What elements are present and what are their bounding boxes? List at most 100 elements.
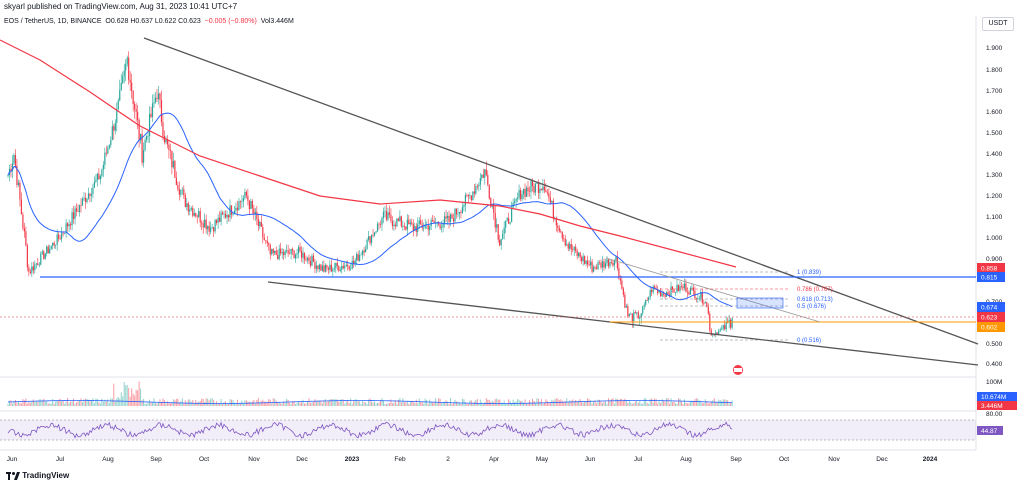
- symbol-name[interactable]: EOS / TetherUS, 1D, BINANCE: [4, 18, 102, 25]
- volume-bar: [49, 403, 51, 406]
- volume-bar: [335, 399, 337, 406]
- volume-bar: [116, 398, 118, 406]
- candle-body: [472, 191, 474, 201]
- volume-bar: [157, 402, 159, 406]
- candle-body: [114, 122, 116, 131]
- volume-bar: [669, 403, 671, 406]
- candle-body: [522, 188, 525, 195]
- candle-body: [455, 208, 458, 215]
- candle-body: [78, 205, 81, 213]
- volume-bar: [654, 398, 656, 406]
- volume-bar: [99, 403, 101, 406]
- volume-bar: [381, 398, 383, 406]
- candle-body: [370, 235, 373, 244]
- candle-body: [683, 283, 686, 289]
- candle-body: [382, 211, 385, 218]
- volume-bar: [582, 402, 584, 406]
- candle-body: [394, 224, 396, 227]
- tradingview-footer[interactable]: TradingView: [6, 471, 69, 480]
- x-tick-label: 2: [446, 456, 450, 463]
- candle-body: [293, 250, 295, 259]
- candle-body: [490, 198, 492, 207]
- volume-bar: [132, 393, 134, 406]
- fib-level-label: 0.786 (0.767): [797, 287, 833, 293]
- candle-body: [107, 147, 109, 154]
- candle-body: [335, 262, 337, 269]
- candle-body: [622, 288, 624, 295]
- candle-body: [402, 225, 404, 227]
- candle-body: [497, 224, 499, 240]
- volume-bar: [196, 402, 198, 406]
- tradingview-logo-icon: [6, 471, 20, 480]
- candle-body: [576, 250, 578, 257]
- volume-bar: [433, 402, 435, 406]
- candle-body: [163, 136, 166, 143]
- candle-body: [466, 194, 468, 196]
- volume-bar: [619, 398, 621, 406]
- candle-body: [145, 136, 148, 140]
- candle-body: [582, 256, 584, 262]
- candle-body: [153, 102, 155, 104]
- volume-bar: [123, 382, 125, 406]
- volume-bar: [676, 403, 678, 406]
- candle-body: [336, 262, 338, 266]
- candle-body: [168, 144, 170, 151]
- candle-body: [126, 57, 128, 65]
- y-tick-label: 1.900: [986, 45, 1003, 52]
- volume-bar: [86, 398, 88, 406]
- volume-bar: [351, 403, 353, 406]
- candle-body: [332, 269, 334, 272]
- candles: [7, 51, 733, 338]
- volume-bar: [187, 399, 189, 406]
- candle-body: [157, 93, 160, 100]
- candle-body: [108, 145, 110, 148]
- candle-body: [443, 216, 446, 224]
- candle-body: [245, 191, 247, 196]
- volume-bar: [102, 401, 104, 406]
- volume-bar: [597, 399, 599, 406]
- volume-bar: [572, 399, 574, 406]
- candle-body: [338, 265, 340, 271]
- volume-bar: [607, 398, 609, 406]
- volume-bar: [570, 400, 572, 406]
- candle-body: [615, 256, 617, 261]
- volume-bar: [716, 401, 718, 406]
- candle-body: [142, 150, 145, 163]
- candle-body: [189, 209, 191, 212]
- candle-body: [703, 302, 705, 304]
- candle-body: [321, 265, 323, 271]
- volume-bar: [482, 403, 484, 406]
- volume-bar: [284, 402, 286, 406]
- candle-body: [458, 212, 461, 214]
- volume-bar: [511, 403, 513, 406]
- volume-bar: [125, 385, 127, 406]
- volume-bar: [147, 402, 149, 406]
- candle-body: [384, 211, 386, 212]
- volume-bar: [301, 402, 303, 406]
- candle-body: [378, 223, 380, 225]
- candle-body: [104, 152, 106, 165]
- candle-body: [396, 218, 398, 227]
- x-tick-label: Dec: [296, 456, 308, 463]
- y-tick-label: 0.400: [986, 361, 1003, 368]
- volume-bar: [320, 400, 322, 406]
- volume-bar: [70, 401, 72, 406]
- candle-body: [20, 199, 23, 215]
- candle-body: [210, 227, 212, 232]
- volume-bar: [144, 403, 146, 406]
- volume-bar: [397, 399, 399, 406]
- candle-body: [479, 178, 481, 185]
- candle-body: [274, 250, 276, 254]
- volume-bar: [149, 399, 151, 406]
- volume-bar: [61, 400, 63, 406]
- volume-bar: [467, 403, 469, 406]
- candle-body: [183, 189, 185, 196]
- candle-body: [388, 212, 391, 215]
- candle-body: [728, 319, 730, 323]
- candle-body: [286, 250, 288, 251]
- currency-button[interactable]: USDT: [982, 17, 1014, 31]
- candle-body: [557, 225, 559, 228]
- volume-bar: [719, 400, 721, 406]
- candle-body: [701, 292, 703, 303]
